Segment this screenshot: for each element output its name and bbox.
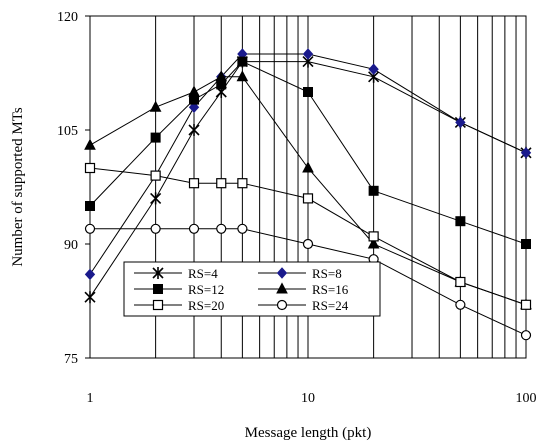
point-marker bbox=[521, 239, 531, 249]
y-axis-label: Number of supported MTs bbox=[10, 107, 26, 267]
point-marker bbox=[85, 201, 95, 211]
point-marker bbox=[302, 161, 314, 173]
plot-area bbox=[89, 15, 527, 359]
point-marker bbox=[84, 162, 96, 174]
point-marker bbox=[237, 56, 248, 67]
y-tick-label: 105 bbox=[57, 124, 78, 139]
point-marker bbox=[216, 223, 227, 234]
point-marker bbox=[367, 237, 380, 249]
point-marker bbox=[188, 223, 200, 234]
point-marker bbox=[368, 231, 379, 242]
point-marker bbox=[455, 216, 466, 227]
point-marker bbox=[216, 178, 227, 189]
point-marker bbox=[368, 63, 379, 75]
point-marker bbox=[150, 192, 162, 205]
point-marker bbox=[237, 178, 248, 189]
point-marker bbox=[215, 70, 228, 82]
series-rs-20 bbox=[84, 162, 532, 310]
legend: RS=4 RS=8 RS=12 RS=16 RS=20 RS=24 bbox=[123, 261, 381, 317]
point-marker bbox=[84, 291, 96, 304]
point-marker bbox=[150, 132, 161, 143]
series-rs-12 bbox=[85, 56, 531, 249]
x-tick-label: 1 bbox=[87, 391, 94, 406]
legend-label: RS=24 bbox=[312, 298, 349, 313]
series-layer bbox=[84, 48, 532, 341]
y-tick-label: 120 bbox=[57, 10, 78, 25]
point-marker bbox=[520, 147, 532, 159]
legend-label: RS=20 bbox=[188, 298, 224, 313]
point-marker bbox=[455, 299, 466, 310]
y-tick-label: 90 bbox=[64, 238, 78, 253]
point-marker bbox=[152, 267, 164, 279]
legend-label: RS=16 bbox=[312, 282, 349, 297]
point-marker bbox=[303, 87, 313, 97]
point-marker bbox=[149, 100, 162, 112]
point-marker bbox=[520, 299, 532, 310]
point-marker bbox=[84, 268, 96, 281]
legend-item: RS=24 bbox=[258, 298, 349, 313]
legend-item: RS=12 bbox=[134, 282, 224, 297]
point-marker bbox=[302, 48, 314, 60]
point-marker bbox=[368, 185, 379, 196]
point-marker bbox=[150, 170, 161, 181]
point-marker bbox=[302, 193, 314, 204]
point-marker bbox=[188, 124, 200, 136]
point-marker bbox=[520, 330, 532, 341]
legend-item: RS=20 bbox=[134, 298, 224, 313]
point-marker bbox=[150, 223, 161, 234]
point-marker bbox=[84, 223, 96, 234]
x-tick-label: 10 bbox=[301, 391, 315, 406]
point-marker bbox=[236, 70, 249, 82]
x-axis-label: Message length (pkt) bbox=[245, 425, 372, 441]
x-tick-label: 100 bbox=[516, 391, 536, 406]
point-marker bbox=[152, 299, 164, 311]
legend-label: RS=12 bbox=[188, 282, 224, 297]
point-marker bbox=[188, 178, 200, 189]
point-marker bbox=[302, 238, 314, 250]
point-marker bbox=[276, 267, 288, 279]
point-marker bbox=[455, 116, 466, 129]
point-marker bbox=[276, 299, 288, 311]
point-marker bbox=[276, 282, 288, 294]
point-marker bbox=[153, 284, 163, 294]
y-tick-label: 75 bbox=[64, 352, 78, 367]
point-marker bbox=[455, 276, 466, 288]
point-marker bbox=[84, 138, 96, 150]
point-marker bbox=[188, 101, 200, 113]
legend-label: RS=8 bbox=[312, 266, 342, 281]
legend-item: RS=4 bbox=[134, 266, 218, 281]
legend-label: RS=4 bbox=[188, 266, 218, 281]
point-marker bbox=[237, 223, 248, 234]
legend-item: RS=8 bbox=[258, 266, 342, 281]
point-marker bbox=[188, 85, 200, 97]
legend-item: RS=16 bbox=[258, 282, 349, 297]
series-rs-24 bbox=[84, 223, 532, 341]
